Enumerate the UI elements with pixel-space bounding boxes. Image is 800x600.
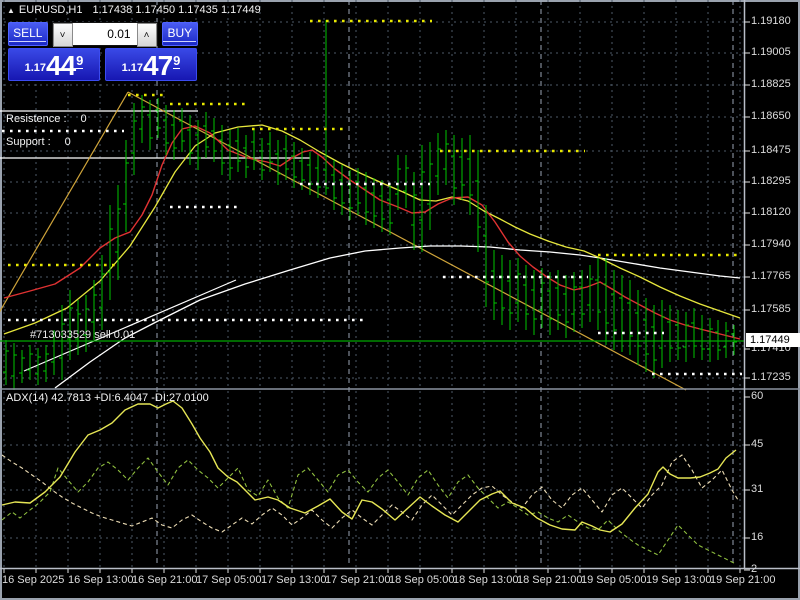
- time-axis-label: 17 Sep 13:00: [261, 574, 327, 586]
- resistance-value: 0: [80, 113, 87, 125]
- buy-price-pips: 47: [143, 50, 173, 81]
- ma-red-line: [3, 125, 741, 340]
- symbol-up-triangle-icon: ▲: [7, 6, 15, 15]
- price-axis-label: 1.17585: [751, 303, 791, 315]
- lot-size-input[interactable]: [72, 23, 137, 45]
- symbol-timeframe: EURUSD,H1: [18, 4, 83, 16]
- buy-price-point: 9: [173, 53, 181, 69]
- sell-button-label: SELL: [9, 26, 47, 42]
- ohlc-readout: 1.17438 1.17450 1.17435 1.17449: [92, 4, 261, 16]
- time-axis-label: 17 Sep 21:00: [325, 574, 391, 586]
- adx-axis-label: 2: [751, 563, 758, 575]
- price-bars: [3, 20, 737, 390]
- adx-minus-di-line: [1, 454, 739, 533]
- chart-title: ▲ EURUSD,H1 1.17438 1.17450 1.17435 1.1744…: [7, 4, 261, 16]
- time-axis-label: 18 Sep 05:00: [389, 574, 455, 586]
- time-axis-label: 18 Sep 21:00: [517, 574, 583, 586]
- price-axis-label: 1.17235: [751, 371, 791, 383]
- time-axis-label: 19 Sep 05:00: [581, 574, 647, 586]
- adx-axis-label: 16: [751, 531, 764, 543]
- time-axis-label: 17 Sep 05:00: [196, 574, 262, 586]
- time-axis-label: 16 Sep 21:00: [132, 574, 198, 586]
- lot-decrease-button[interactable]: ˅: [52, 23, 73, 47]
- trendline: [127, 91, 687, 391]
- support-value: 0: [64, 136, 71, 148]
- time-axis-label: 19 Sep 13:00: [646, 574, 712, 586]
- support-label: Support :: [6, 136, 51, 148]
- sell-price-bigfigure: 1.17: [24, 62, 47, 74]
- trendline: [0, 91, 129, 313]
- adx-main-line: [1, 400, 737, 533]
- buy-price-panel[interactable]: 1.17 47 9: [105, 48, 197, 81]
- time-axis-label: 19 Sep 21:00: [710, 574, 776, 586]
- trendline: [23, 279, 237, 372]
- price-axis-label: 1.17765: [751, 270, 791, 282]
- time-axis-label: 16 Sep 13:00: [68, 574, 134, 586]
- ma-white-line: [54, 245, 741, 389]
- price-axis-label: 1.18825: [751, 78, 791, 90]
- one-click-trading-widget: SELL ˅ ˄ BUY 1.17 44 9 1.17 47 9: [8, 22, 198, 81]
- support-level-row: Support : 0: [6, 136, 71, 148]
- price-axis-label: 1.18475: [751, 144, 791, 156]
- price-axis-label: 1.17940: [751, 238, 791, 250]
- sell-button[interactable]: SELL: [8, 22, 48, 46]
- adx-axis-label: 45: [751, 438, 764, 450]
- price-axis-label: 1.19180: [751, 15, 791, 27]
- buy-price-bigfigure: 1.17: [121, 62, 144, 74]
- adx-indicator-label: ADX(14) 42.7813 +DI:6.4047 -DI:27.0100: [6, 392, 209, 404]
- resistance-level-row: Resistence : 0: [6, 113, 87, 125]
- open-position-label: #713033529 sell 0.01: [30, 329, 136, 341]
- price-axis-label: 1.18295: [751, 175, 791, 187]
- sell-price-point: 9: [76, 53, 84, 69]
- buy-button[interactable]: BUY: [161, 22, 198, 46]
- adx-axis-label: 31: [751, 483, 764, 495]
- adx-axis-label: 60: [751, 390, 764, 402]
- price-axis-label: 1.18120: [751, 206, 791, 218]
- sell-price-pips: 44: [46, 50, 76, 81]
- sell-price-panel[interactable]: 1.17 44 9: [8, 48, 100, 81]
- time-axis-label: 16 Sep 2025: [2, 574, 65, 586]
- lot-increase-button[interactable]: ˄: [136, 23, 157, 47]
- price-axis-label: 1.19005: [751, 46, 791, 58]
- current-price-tag: 1.17449: [746, 333, 800, 347]
- price-axis-label: 1.18650: [751, 110, 791, 122]
- lot-size-spinner: ˅ ˄: [51, 22, 158, 47]
- ma-yellow-line: [3, 124, 741, 335]
- buy-button-label: BUY: [163, 26, 197, 42]
- time-axis-label: 18 Sep 13:00: [453, 574, 519, 586]
- resistance-label: Resistence :: [6, 113, 67, 125]
- price-axis[interactable]: 1.17449 1.19180 1.19005 1.18825 1.18650 1.18…: [746, 0, 800, 575]
- adx-plus-di-line: [1, 457, 737, 565]
- time-axis[interactable]: 16 Sep 2025 16 Sep 13:00 16 Sep 21:00 17 Se…: [0, 572, 800, 590]
